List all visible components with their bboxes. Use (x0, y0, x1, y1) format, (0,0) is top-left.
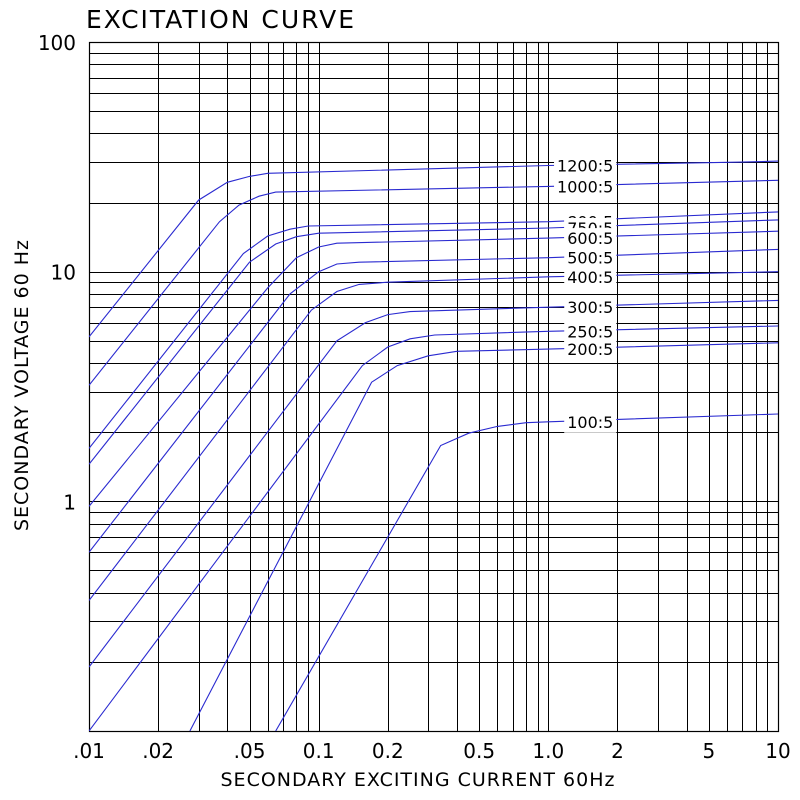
x-tick-label: 0.1 (303, 739, 335, 763)
x-tick-label: .01 (73, 739, 105, 763)
series-line (89, 230, 778, 507)
series-line (89, 219, 778, 465)
x-tick-label: .05 (234, 739, 266, 763)
x-tick-label: .02 (142, 739, 174, 763)
x-tick-label: 1.0 (532, 739, 564, 763)
series-label: 500:5 (567, 249, 613, 268)
series-line (189, 342, 778, 731)
series-label-bg (564, 247, 617, 269)
series-label: 400:5 (567, 268, 613, 287)
series-label-bg (564, 411, 617, 433)
x-tick-label: 5 (702, 739, 715, 763)
series-label-bg (564, 321, 617, 343)
y-tick-label: 10 (51, 261, 76, 285)
series-line (89, 211, 778, 449)
series-ratio-labels: 1200:51000:5800:5750:5600:5500:5400:5300… (554, 155, 617, 433)
y-tick-label: 100 (38, 31, 76, 55)
x-tick-label: 10 (765, 739, 790, 763)
series-label: 250:5 (567, 322, 613, 341)
series-label-bg (564, 339, 617, 361)
tick-labels: .01 .02 .05 0.1 0.2 0.5 1.0 2 5 10 100 10 1 (38, 31, 791, 763)
chart-title: EXCITATION CURVE (86, 5, 356, 34)
series-label-bg (554, 176, 617, 198)
series-label-bg (564, 228, 617, 250)
series-line (89, 248, 778, 553)
series-label: 1200:5 (557, 156, 613, 175)
series-label: 100:5 (567, 413, 613, 432)
y-tick-label: 1 (63, 490, 76, 514)
series-label-bg (554, 155, 617, 177)
series-label-bg (564, 266, 617, 288)
plot-frame (88, 41, 780, 733)
series-line (89, 299, 778, 668)
x-tick-label: 0.2 (372, 739, 404, 763)
series-line (89, 325, 778, 731)
series-label: 200:5 (567, 340, 613, 359)
series-line (89, 179, 778, 386)
series-lines (89, 160, 778, 731)
series-label: 300:5 (567, 298, 613, 317)
x-tick-label: 0.5 (463, 739, 495, 763)
series-label: 600:5 (567, 229, 613, 248)
series-label: 1000:5 (557, 177, 613, 196)
series-label-bg (564, 297, 617, 319)
series-line (89, 160, 778, 338)
grid-lines (88, 41, 780, 733)
y-axis-label: SECONDARY VOLTAGE 60 Hz (11, 239, 33, 531)
x-axis-label: SECONDARY EXCITING CURRENT 60Hz (221, 769, 616, 791)
series-line (89, 271, 778, 601)
x-tick-label: 2 (611, 739, 624, 763)
series-line (275, 413, 778, 731)
